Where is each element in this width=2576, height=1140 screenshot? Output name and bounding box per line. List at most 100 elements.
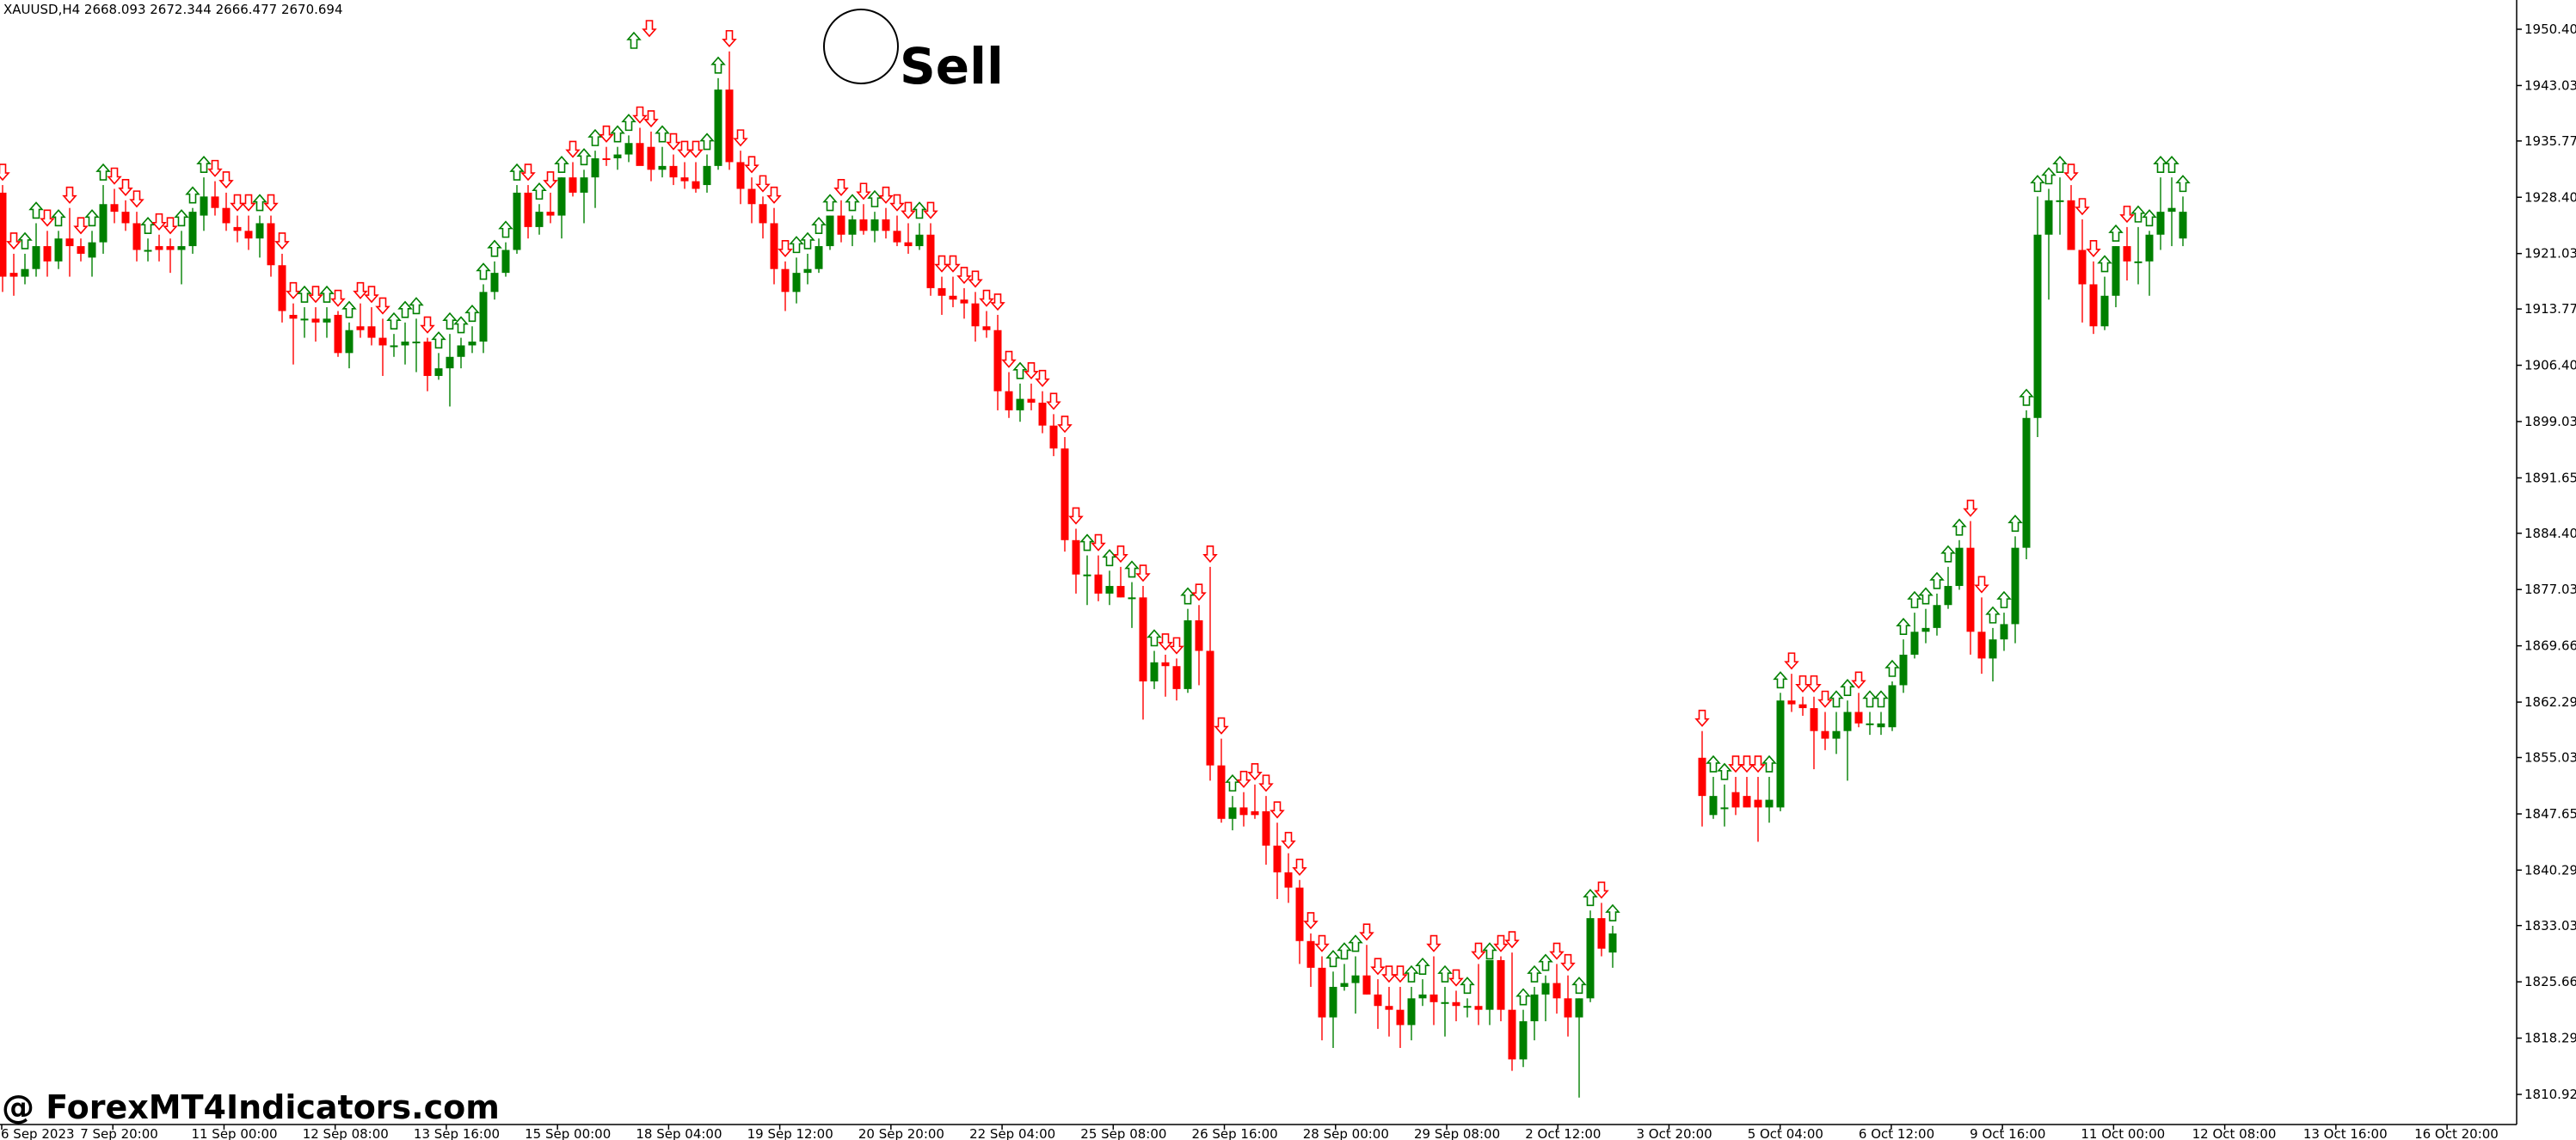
candle (1821, 712, 1829, 750)
candle-body (993, 330, 1002, 391)
candle (1787, 674, 1796, 712)
down-arrow-icon (968, 270, 983, 288)
candle-body (1273, 845, 1282, 872)
candle-body (32, 246, 40, 269)
candle-body (1105, 586, 1114, 594)
down-arrow-icon (420, 316, 435, 334)
down-arrow-icon (1214, 717, 1229, 735)
up-arrow-icon (17, 231, 33, 250)
up-arrow-icon (1884, 659, 1900, 677)
up-arrow-icon (1102, 549, 1117, 567)
candle-body (54, 238, 63, 262)
down-arrow-icon (889, 194, 905, 212)
down-arrow-icon (1270, 801, 1285, 819)
candle-body (1452, 1001, 1460, 1007)
candle-body (2067, 200, 2075, 250)
down-arrow-icon (1281, 831, 1296, 849)
candle (1564, 975, 1572, 1037)
up-arrow-icon (845, 194, 860, 212)
down-arrow-icon (1292, 858, 1307, 876)
candle-body (1933, 605, 1941, 628)
y-tick-label: 1891.650 (2524, 470, 2576, 485)
up-arrow-icon (174, 209, 189, 227)
up-arrow-icon (789, 236, 804, 254)
candle (803, 253, 812, 285)
candle-body (1698, 757, 1706, 797)
candle-body (569, 177, 577, 193)
up-arrow-icon (621, 114, 636, 132)
down-arrow-icon (1091, 533, 1106, 552)
candle (2033, 196, 2042, 437)
candle (1273, 823, 1282, 899)
candle-body (267, 223, 275, 266)
down-arrow-icon (1784, 652, 1799, 670)
candle-body (759, 204, 767, 224)
down-arrow-icon (722, 29, 737, 47)
down-arrow-icon (878, 186, 894, 204)
down-arrow-icon (1046, 392, 1061, 410)
down-arrow-icon (364, 286, 379, 304)
up-arrow-icon (1325, 950, 1341, 968)
candle (110, 188, 119, 224)
up-arrow-icon (297, 285, 312, 303)
candle (1418, 979, 1427, 1007)
up-arrow-icon (1761, 755, 1777, 773)
candle (1027, 383, 1036, 410)
candle (21, 253, 29, 285)
down-arrow-icon (6, 232, 22, 250)
candle (43, 231, 52, 277)
up-arrow-icon (1996, 590, 2012, 608)
candle (345, 322, 354, 369)
up-arrow-icon (1583, 889, 1598, 907)
candle-body (770, 223, 778, 269)
candle-body (2100, 295, 2109, 327)
candle (1452, 990, 1460, 1021)
x-tick-label: 7 Sep 20:00 (80, 1126, 158, 1140)
candle-body (1351, 975, 1360, 983)
candle-body (289, 314, 298, 319)
candle (289, 303, 298, 365)
up-arrow-icon (1147, 629, 1162, 647)
watermark: @ ForexMT4Indicators.com (2, 1088, 500, 1126)
x-tick-label: 12 Oct 08:00 (2192, 1126, 2277, 1140)
candle (2000, 613, 2008, 651)
candle-body (1407, 998, 1416, 1026)
up-arrow-icon (1079, 533, 1095, 552)
up-arrow-icon (2030, 175, 2045, 193)
up-arrow-icon (1515, 988, 1531, 1006)
candle (2056, 177, 2064, 235)
up-arrow-icon (386, 311, 402, 330)
candle (468, 326, 476, 354)
down-arrow-icon (1303, 912, 1319, 930)
candle-body (1206, 650, 1214, 766)
up-arrow-icon (2097, 255, 2112, 273)
candle (524, 185, 532, 239)
candle (1765, 776, 1774, 823)
down-arrow-icon (1158, 633, 1173, 651)
down-arrow-icon (1851, 671, 1866, 689)
candle-body (1474, 1006, 1483, 1010)
x-tick-label: 16 Oct 20:00 (2414, 1126, 2499, 1140)
candle (792, 257, 801, 304)
candle (1877, 712, 1885, 736)
candle-body (0, 192, 7, 277)
up-arrow-icon (811, 216, 827, 234)
candle (1921, 608, 1930, 644)
candle-body (2033, 234, 2042, 418)
down-arrow-icon (308, 286, 323, 304)
up-arrow-icon (476, 262, 491, 280)
candle-body (1228, 807, 1237, 819)
candle (356, 303, 365, 338)
x-tick-label: 15 Sep 00:00 (525, 1126, 611, 1140)
y-tick-label: 1818.290 (2524, 1031, 2576, 1046)
candle (1385, 987, 1393, 1037)
candle-body (725, 89, 734, 163)
down-arrow-icon (1694, 709, 1710, 727)
candle-body (1183, 619, 1192, 689)
up-arrow-icon (1124, 560, 1140, 578)
down-arrow-icon (2063, 163, 2079, 182)
down-arrow-icon (1471, 942, 1486, 960)
candle (390, 334, 398, 357)
candle (222, 192, 231, 231)
candle-body (1810, 708, 1818, 731)
